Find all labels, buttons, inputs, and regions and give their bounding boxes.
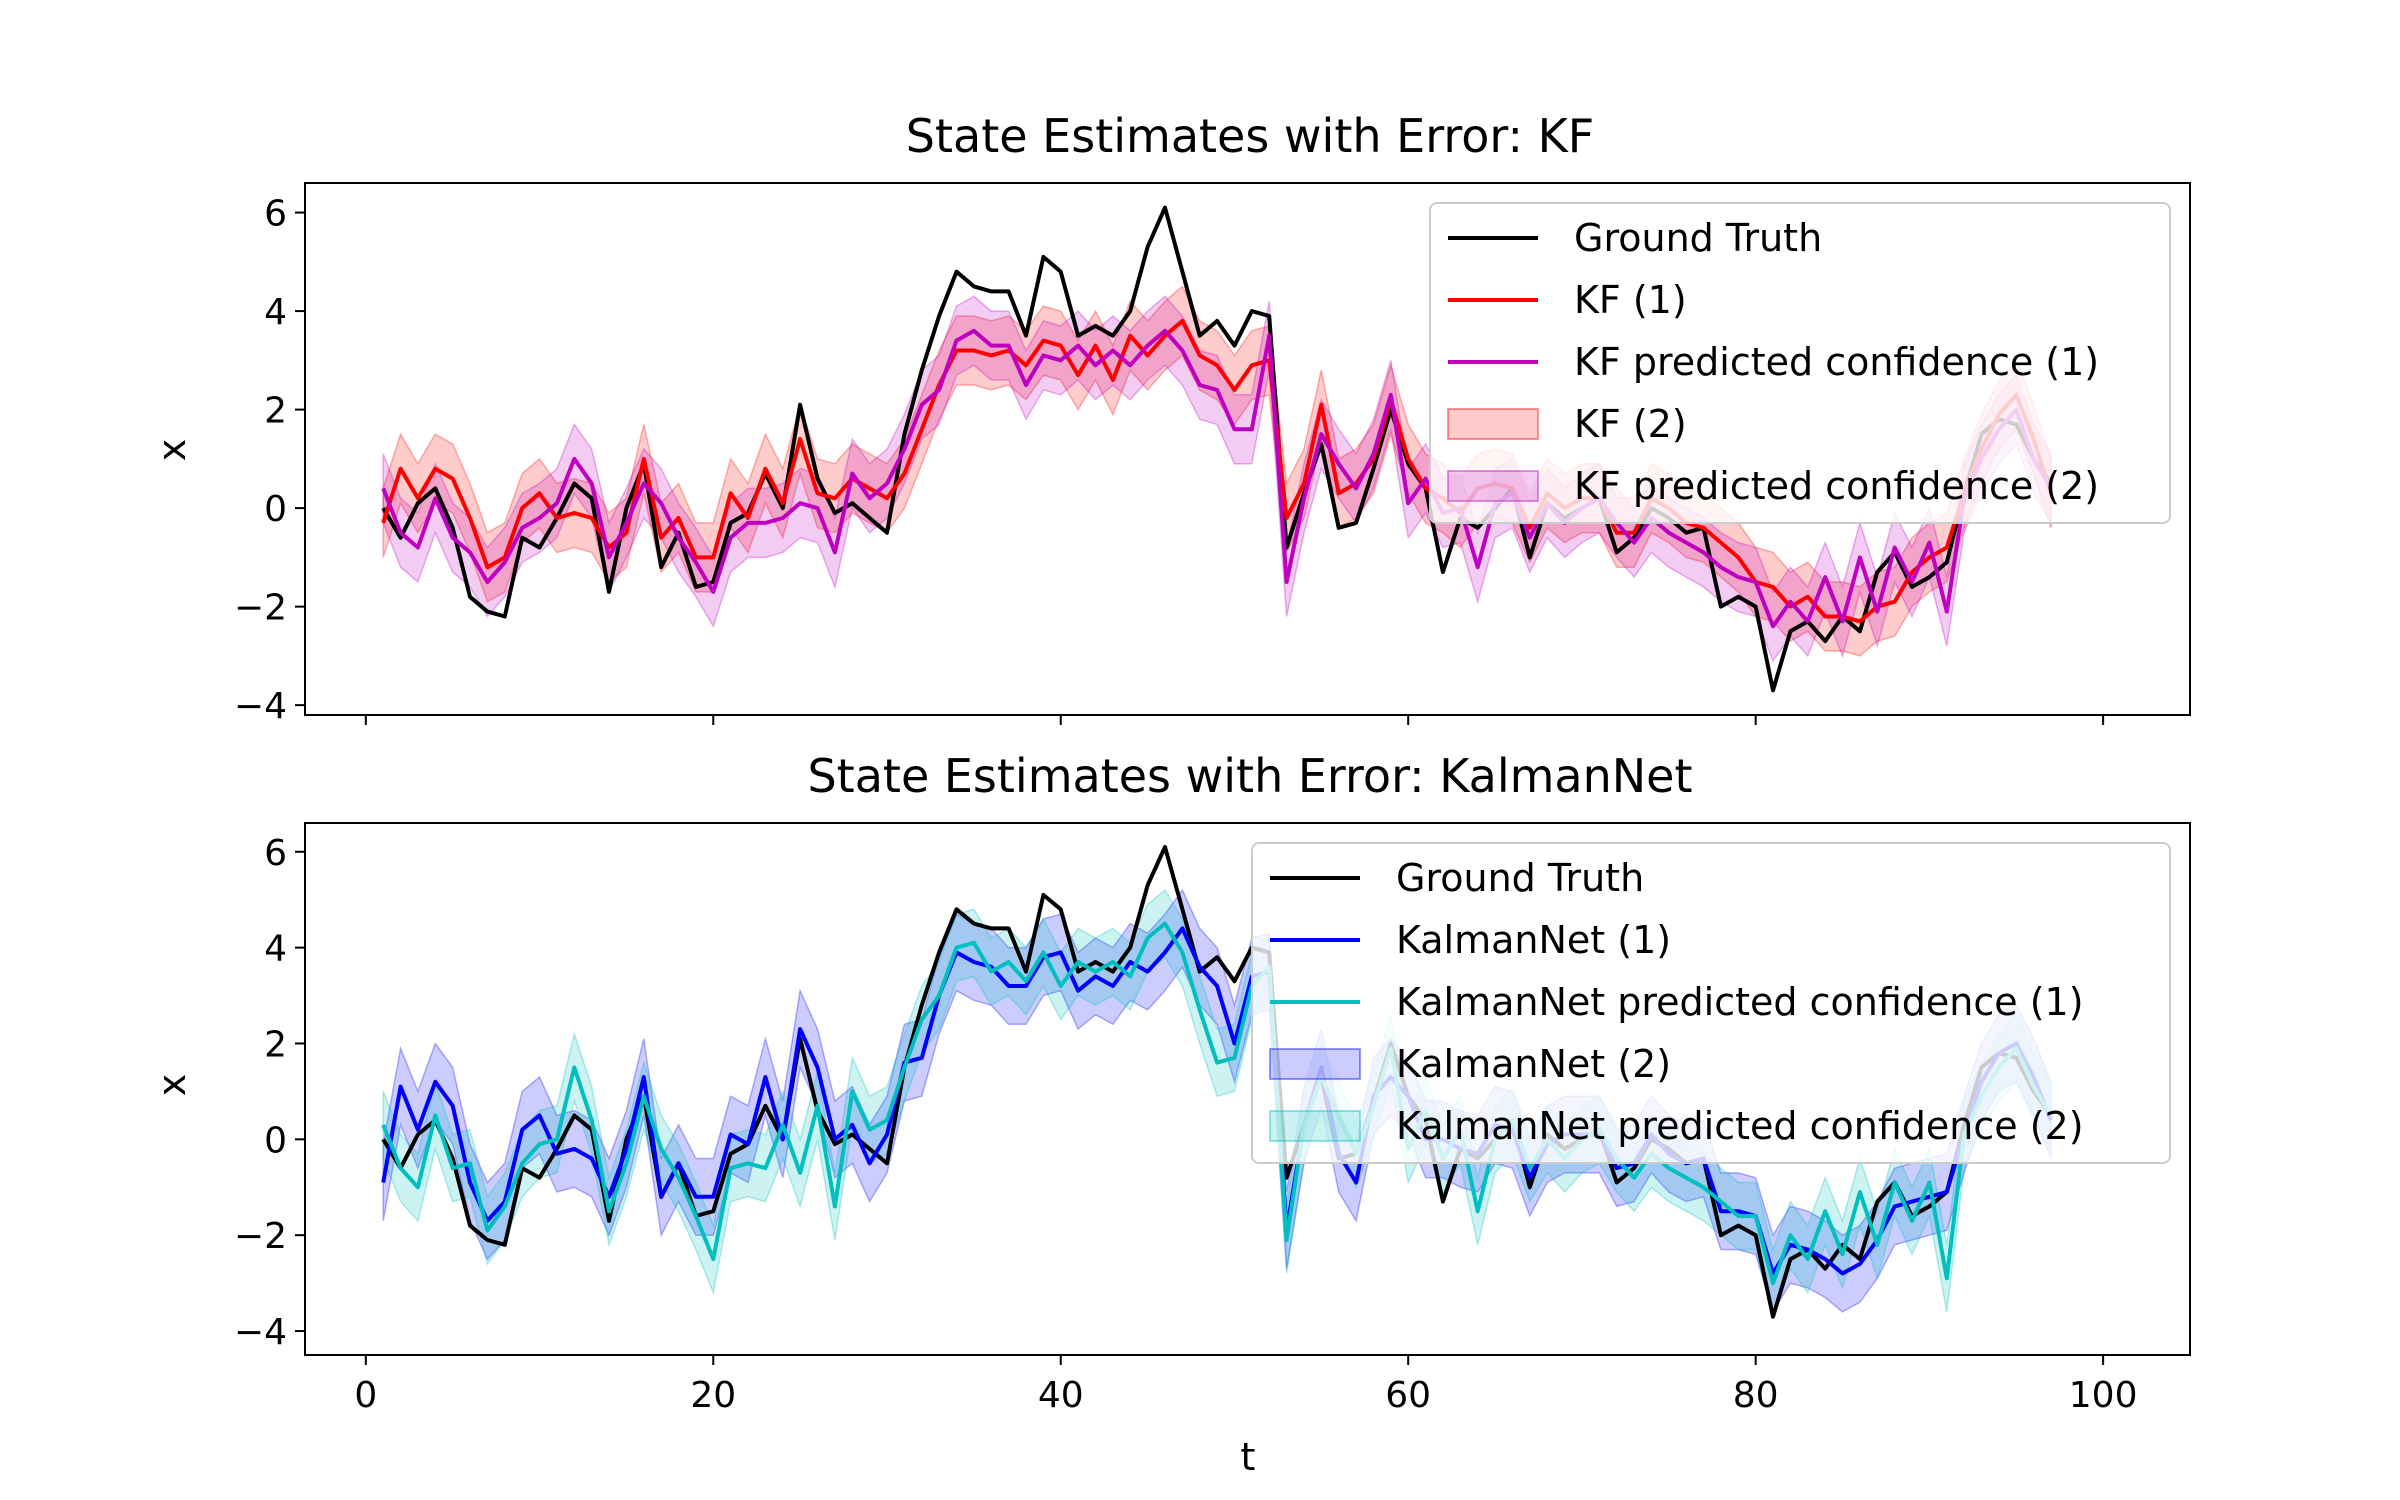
x-tick-label: 0	[354, 1375, 377, 1416]
y-tick-label: 2	[264, 1024, 287, 1065]
y-tick-label: 0	[264, 489, 287, 530]
x-tick-label: 20	[690, 1375, 736, 1416]
legend-swatch-kf-predicted-confidence-2	[1447, 470, 1539, 502]
x-tick-label: 80	[1733, 1375, 1779, 1416]
kalmannet-y-axis-label: x	[150, 1074, 194, 1097]
band-kf-2	[382, 285, 2052, 657]
legend-label-kf-predicted-confidence-2: KF predicted confidence (2)	[1574, 464, 2099, 508]
legend-label-ground-truth: Ground Truth	[1396, 856, 1644, 900]
kf-panel-title: State Estimates with Error: KF	[906, 109, 1594, 163]
y-tick-label: −4	[234, 686, 287, 727]
kf-y-axis-label: x	[150, 439, 194, 462]
line-ground-truth	[381, 205, 2053, 693]
x-tick-label: 100	[2069, 1375, 2138, 1416]
legend-label-kf-predicted-confidence-1: KF predicted confidence (1)	[1574, 340, 2099, 384]
legend-box	[1251, 842, 2171, 1164]
x-tick-label: 60	[1385, 1375, 1431, 1416]
kf-axis-ticks: −4 −2 0 2 4 6	[234, 194, 2105, 727]
kalmannet-series-lines	[381, 845, 2053, 1319]
legend-label-kalmannet-predicted-confidence-2: KalmanNet predicted confidence (2)	[1396, 1104, 2084, 1148]
y-tick-label: −2	[234, 588, 287, 629]
legend-swatch-kf-2	[1447, 408, 1539, 440]
legend-label-ground-truth: Ground Truth	[1574, 216, 1822, 260]
line-kalmannet-predicted-confidence-1	[381, 921, 2053, 1286]
kf-panel: State Estimates with Error: KF x −4 −2 0 2 4…	[150, 109, 2191, 727]
legend-swatch-kalmannet-2	[1269, 1048, 1361, 1080]
line-kf-1	[381, 318, 2053, 624]
y-tick-label: 6	[264, 833, 287, 874]
kf-legend: Ground Truth KF (1) KF predicted confidenc…	[1429, 202, 2171, 524]
legend-label-kalmannet-1: KalmanNet (1)	[1396, 918, 1671, 962]
line-kalmannet-1	[381, 926, 2053, 1276]
legend-label-kalmannet-predicted-confidence-1: KalmanNet predicted confidence (1)	[1396, 980, 2084, 1024]
x-axis-label: t	[1241, 1435, 1256, 1479]
y-tick-label: 4	[264, 929, 287, 970]
kalmannet-legend: Ground Truth KalmanNet (1) KalmanNet predi…	[1251, 842, 2171, 1164]
kf-series-lines	[381, 205, 2053, 693]
kalmannet-panel-title: State Estimates with Error: KalmanNet	[807, 749, 1692, 803]
line-kf-predicted-confidence-1	[381, 328, 2053, 629]
y-tick-label: 4	[264, 292, 287, 333]
x-tick-label: 40	[1038, 1375, 1084, 1416]
kalmannet-panel: State Estimates with Error: KalmanNet x …	[150, 749, 2191, 1416]
legend-label-kf-2: KF (2)	[1574, 402, 1687, 446]
kf-plot-frame	[304, 182, 2191, 716]
y-tick-label: −4	[234, 1312, 287, 1353]
y-tick-label: 2	[264, 391, 287, 432]
y-tick-label: 6	[264, 194, 287, 235]
legend-swatch-kalmannet-predicted-confidence-2	[1269, 1110, 1361, 1142]
legend-label-kf-1: KF (1)	[1574, 278, 1687, 322]
kalmannet-plot-frame	[304, 822, 2191, 1356]
y-tick-label: −2	[234, 1216, 287, 1257]
legend-label-kalmannet-2: KalmanNet (2)	[1396, 1042, 1671, 1086]
legend-box	[1429, 202, 2171, 524]
y-tick-label: 0	[264, 1120, 287, 1161]
